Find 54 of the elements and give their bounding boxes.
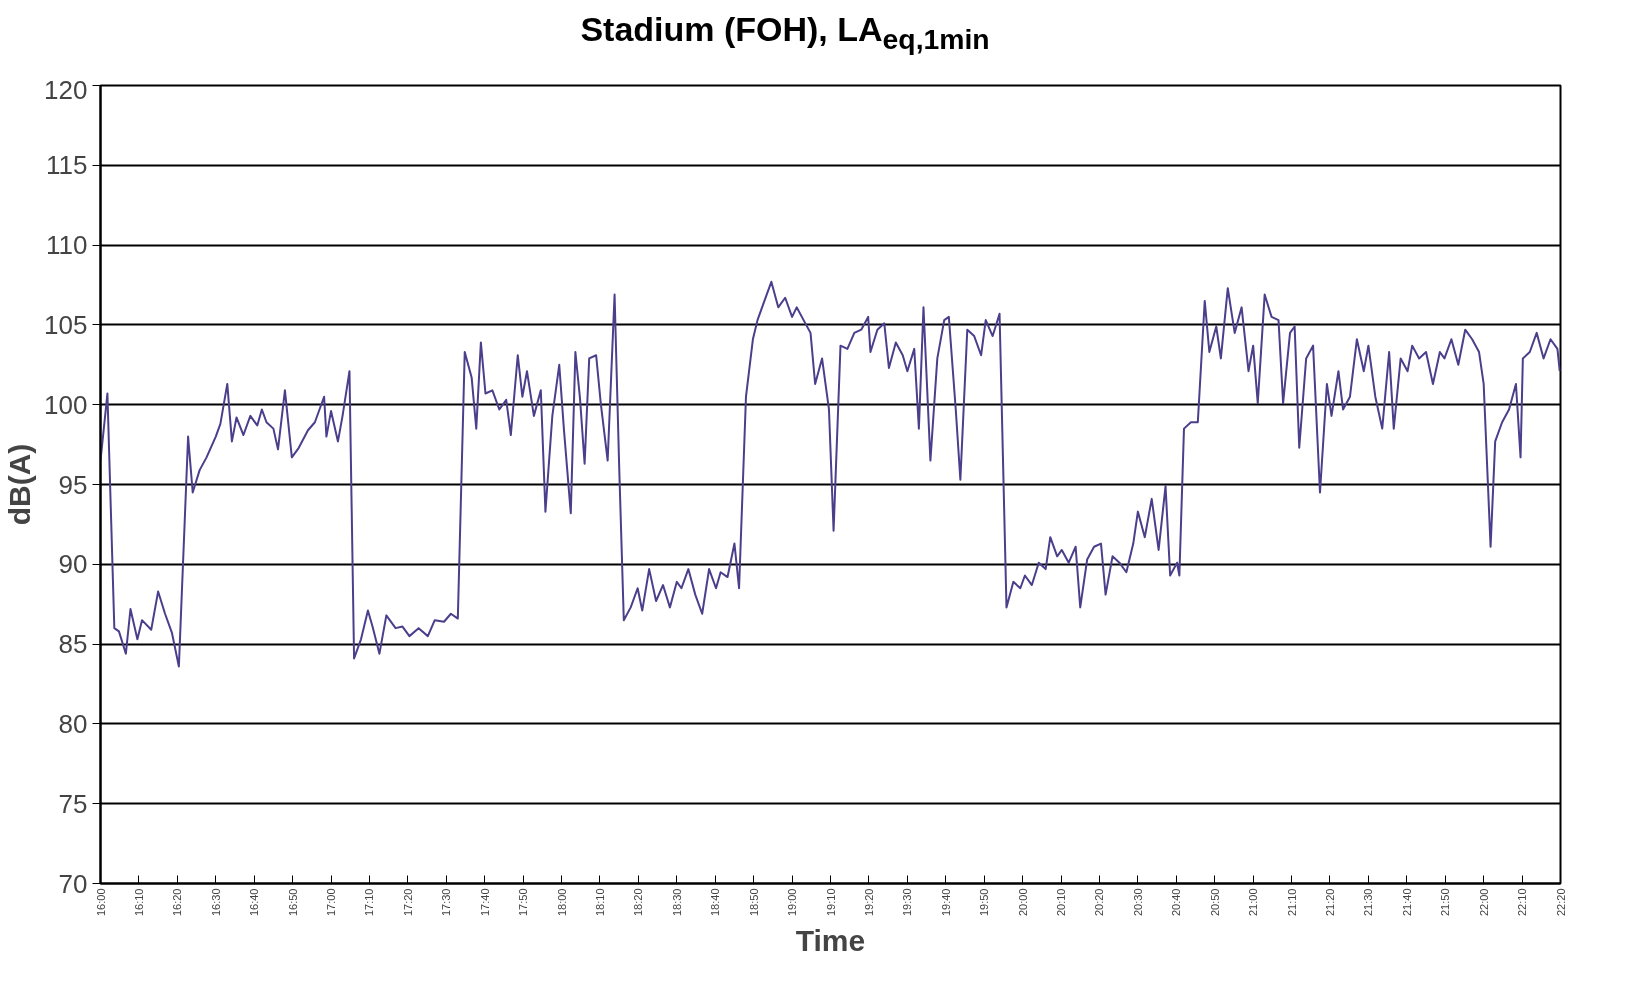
x-tick-label: 20:10 <box>1055 888 1068 917</box>
x-tick-label: 17:00 <box>325 888 338 917</box>
y-tick-label: 110 <box>46 230 88 261</box>
x-tick-label: 16:30 <box>209 888 222 917</box>
x-tick-label: 19:50 <box>978 888 991 917</box>
x-tick-label: 16:40 <box>248 888 261 917</box>
x-tick-label: 22:20 <box>1554 888 1567 917</box>
x-axis-title: Time <box>795 924 866 958</box>
y-tick-label: 90 <box>58 549 88 580</box>
y-tick-label: 75 <box>58 788 88 819</box>
y-tick-label: 85 <box>58 629 88 660</box>
x-tick-label: 19:20 <box>862 888 875 917</box>
x-tick-label: 19:40 <box>939 888 952 917</box>
y-tick-label: 70 <box>58 868 88 899</box>
y-tick-label: 105 <box>44 309 88 340</box>
x-tick-label: 19:10 <box>824 888 837 917</box>
x-tick-label: 21:20 <box>1323 888 1336 917</box>
y-tick-label: 80 <box>58 708 88 739</box>
x-tick-label: 20:30 <box>1131 888 1144 917</box>
y-axis-title: dB(A) <box>3 443 37 526</box>
y-tick-label: 95 <box>58 469 88 500</box>
line-series <box>100 280 1561 668</box>
x-tick-label: 20:20 <box>1093 888 1106 917</box>
x-tick-label: 22:10 <box>1516 888 1529 917</box>
x-tick-label: 20:00 <box>1016 888 1029 917</box>
x-tick-label: 19:00 <box>786 888 799 917</box>
x-tick-label: 18:20 <box>632 888 645 917</box>
x-tick-label: 20:40 <box>1170 888 1183 917</box>
x-tick-label: 18:10 <box>593 888 606 917</box>
x-tick-label: 17:30 <box>440 888 453 917</box>
x-tick-label: 17:20 <box>401 888 414 917</box>
y-tick-label: 100 <box>44 389 88 420</box>
x-tick-label: 21:10 <box>1285 888 1298 917</box>
x-tick-label: 21:50 <box>1439 888 1452 917</box>
x-tick-label: 18:50 <box>747 888 760 917</box>
x-tick-label: 16:00 <box>94 888 107 917</box>
x-tick-label: 21:00 <box>1247 888 1260 917</box>
x-tick-label: 22:00 <box>1477 888 1490 917</box>
x-tick-label: 21:30 <box>1362 888 1375 917</box>
x-tick-label: 16:50 <box>286 888 299 917</box>
y-tick-label: 120 <box>44 74 88 105</box>
x-tick-label: 20:50 <box>1208 888 1221 917</box>
x-tick-label: 17:10 <box>363 888 376 917</box>
x-tick-label: 16:10 <box>132 888 145 917</box>
x-tick-label: 18:40 <box>709 888 722 917</box>
x-tick-label: 17:40 <box>478 888 491 917</box>
x-tick-label: 17:50 <box>517 888 530 917</box>
y-tick-label: 115 <box>46 150 88 181</box>
x-tick-label: 19:30 <box>901 888 914 917</box>
x-tick-label: 16:20 <box>171 888 184 917</box>
x-tick-label: 21:40 <box>1400 888 1413 917</box>
chart-title: Stadium (FOH), LA$_{eq,1min}$ <box>579 9 991 57</box>
x-tick-label: 18:00 <box>555 888 568 917</box>
x-tick-label: 18:30 <box>670 888 683 917</box>
